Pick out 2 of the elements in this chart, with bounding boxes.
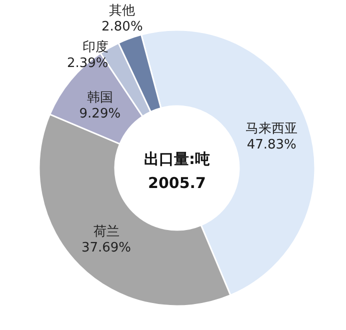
text: 出口量:吨 bbox=[144, 150, 210, 168]
text: 2005.7 bbox=[148, 174, 206, 192]
